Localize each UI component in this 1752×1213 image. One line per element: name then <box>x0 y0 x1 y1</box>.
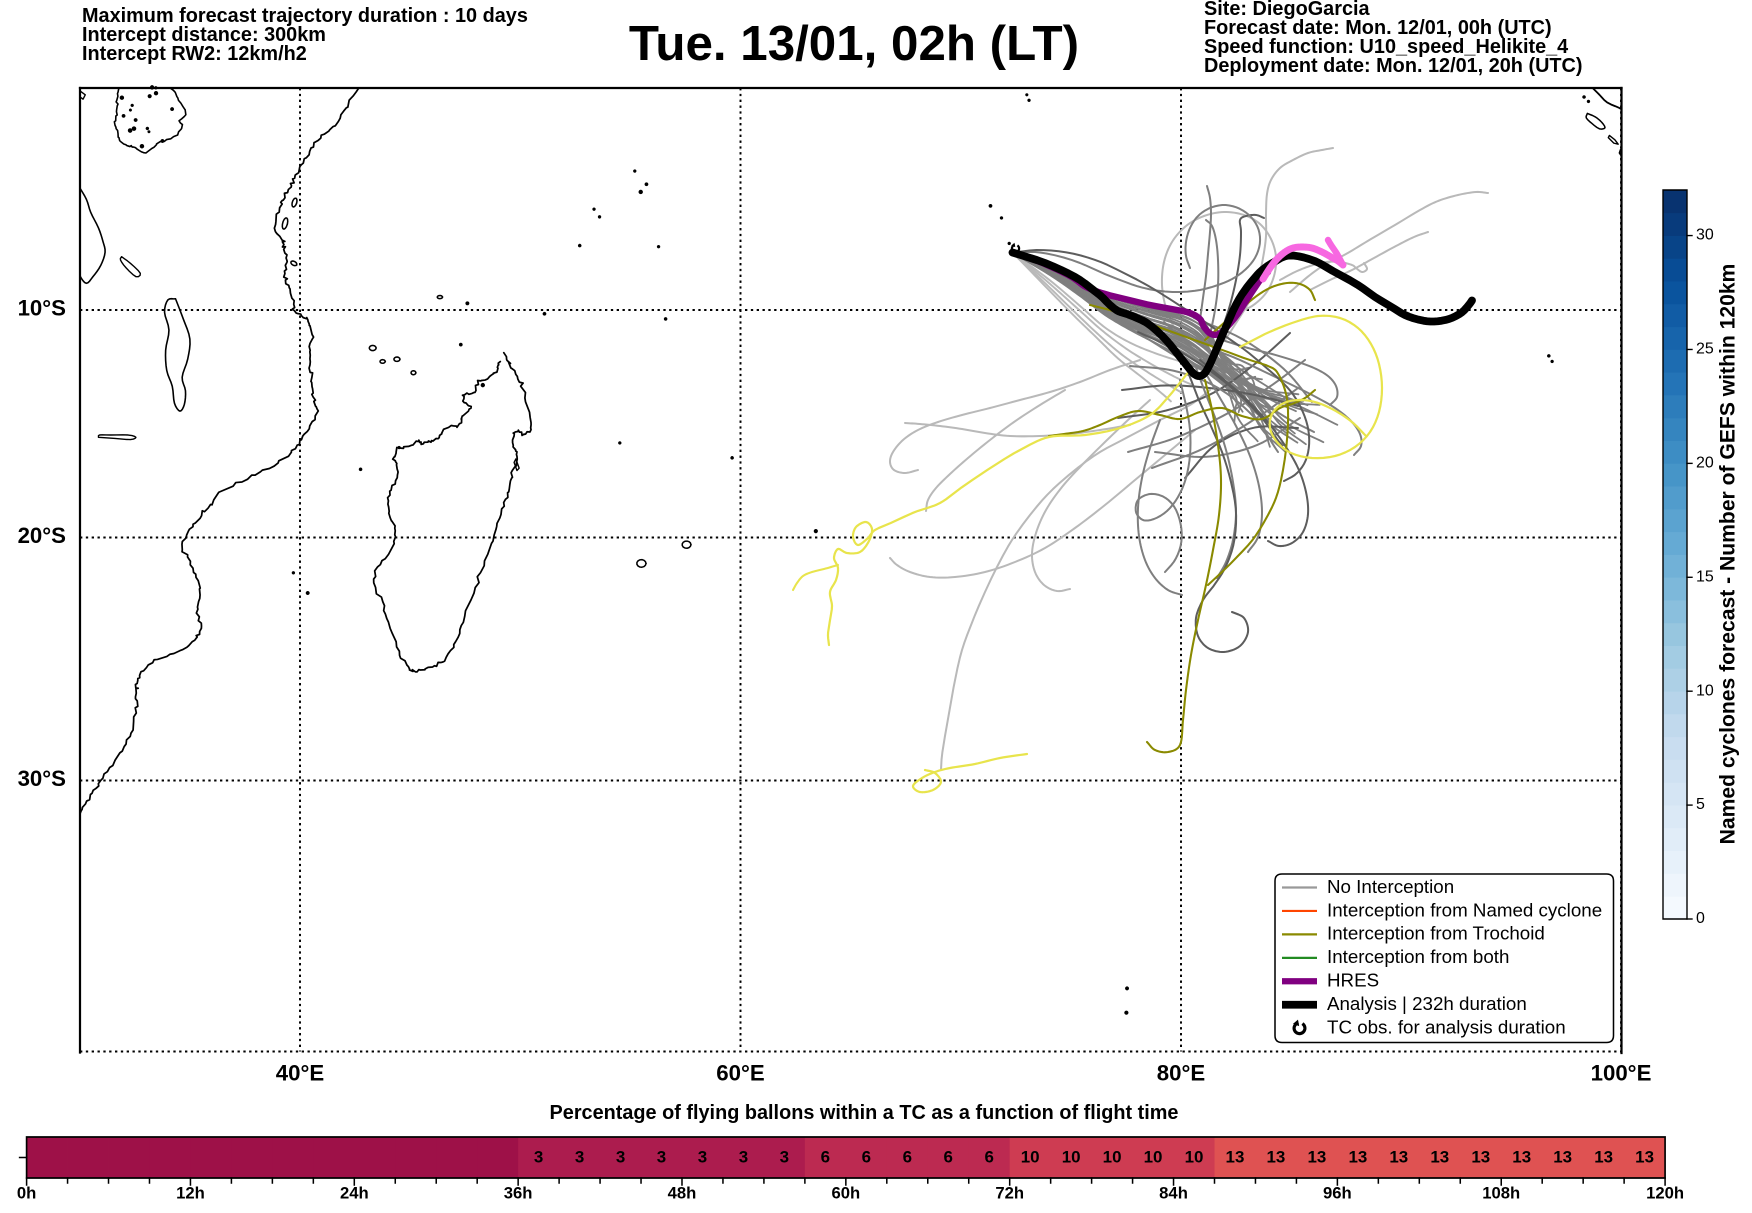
svg-text:Analysis | 232h duration: Analysis | 232h duration <box>1327 993 1527 1014</box>
svg-text:10: 10 <box>1185 1147 1204 1166</box>
svg-text:13: 13 <box>1553 1147 1572 1166</box>
svg-text:3: 3 <box>739 1147 748 1166</box>
svg-text:3: 3 <box>657 1147 666 1166</box>
svg-text:13: 13 <box>1430 1147 1449 1166</box>
svg-text:5: 5 <box>1696 796 1705 813</box>
svg-text:13: 13 <box>1635 1147 1654 1166</box>
svg-text:80°E: 80°E <box>1157 1061 1205 1086</box>
svg-text:60°E: 60°E <box>716 1061 764 1086</box>
svg-text:3: 3 <box>575 1147 584 1166</box>
svg-text:No Interception: No Interception <box>1327 876 1454 897</box>
svg-text:6: 6 <box>862 1147 871 1166</box>
svg-text:100°E: 100°E <box>1591 1061 1652 1086</box>
svg-text:Deployment date: Mon. 12/01, 2: Deployment date: Mon. 12/01, 20h (UTC) <box>1204 55 1583 77</box>
svg-text:3: 3 <box>534 1147 543 1166</box>
svg-text:Percentage of flying ballons w: Percentage of flying ballons within a TC… <box>550 1102 1179 1124</box>
svg-text:Interception from both: Interception from both <box>1327 946 1509 967</box>
svg-text:Tue. 13/01, 02h (LT): Tue. 13/01, 02h (LT) <box>629 16 1079 71</box>
svg-text:13: 13 <box>1471 1147 1490 1166</box>
svg-text:30: 30 <box>1696 227 1714 244</box>
svg-text:6: 6 <box>903 1147 912 1166</box>
svg-text:13: 13 <box>1389 1147 1408 1166</box>
svg-text:Intercept RW2: 12km/h2: Intercept RW2: 12km/h2 <box>82 43 307 65</box>
svg-text:6: 6 <box>944 1147 953 1166</box>
svg-text:10: 10 <box>1062 1147 1081 1166</box>
svg-text:25: 25 <box>1696 341 1714 358</box>
svg-text:10: 10 <box>1021 1147 1040 1166</box>
svg-text:Maximum forecast trajectory du: Maximum forecast trajectory duration : 1… <box>82 5 528 27</box>
svg-text:60h: 60h <box>831 1183 860 1202</box>
svg-text:10°S: 10°S <box>18 296 66 321</box>
svg-text:0: 0 <box>1696 910 1705 927</box>
svg-text:108h: 108h <box>1482 1183 1520 1202</box>
svg-text:3: 3 <box>780 1147 789 1166</box>
svg-text:6: 6 <box>984 1147 993 1166</box>
svg-text:15: 15 <box>1696 568 1714 585</box>
svg-text:96h: 96h <box>1323 1183 1352 1202</box>
svg-text:Intercept distance: 300km: Intercept distance: 300km <box>82 24 326 46</box>
svg-text:HRES: HRES <box>1327 970 1379 991</box>
svg-text:13: 13 <box>1348 1147 1367 1166</box>
svg-text:Forecast date: Mon. 12/01, 00h: Forecast date: Mon. 12/01, 00h (UTC) <box>1204 17 1552 39</box>
svg-text:13: 13 <box>1226 1147 1245 1166</box>
svg-text:72h: 72h <box>995 1183 1024 1202</box>
svg-text:TC obs. for analysis duration: TC obs. for analysis duration <box>1327 1017 1566 1038</box>
svg-text:13: 13 <box>1267 1147 1286 1166</box>
svg-text:20°S: 20°S <box>18 523 66 548</box>
svg-text:24h: 24h <box>340 1183 369 1202</box>
svg-text:10: 10 <box>1144 1147 1163 1166</box>
svg-text:13: 13 <box>1307 1147 1326 1166</box>
svg-text:30°S: 30°S <box>18 766 66 791</box>
svg-text:Speed function: U10_speed_Heli: Speed function: U10_speed_Helikite_4 <box>1204 36 1568 58</box>
svg-text:40°E: 40°E <box>276 1061 324 1086</box>
svg-text:84h: 84h <box>1159 1183 1188 1202</box>
svg-text:3: 3 <box>616 1147 625 1166</box>
svg-text:0h: 0h <box>17 1183 36 1202</box>
svg-text:Site: DiegoGarcia: Site: DiegoGarcia <box>1204 0 1371 20</box>
svg-text:Interception from Trochoid: Interception from Trochoid <box>1327 923 1545 944</box>
svg-text:20: 20 <box>1696 455 1714 472</box>
svg-text:13: 13 <box>1512 1147 1531 1166</box>
svg-text:6: 6 <box>821 1147 830 1166</box>
svg-text:120h: 120h <box>1646 1183 1684 1202</box>
svg-text:36h: 36h <box>504 1183 533 1202</box>
svg-text:Named cyclones forecast - Numb: Named cyclones forecast - Number of GEFS… <box>1716 264 1739 845</box>
svg-text:10: 10 <box>1696 682 1714 699</box>
svg-text:48h: 48h <box>668 1183 697 1202</box>
svg-text:12h: 12h <box>176 1183 205 1202</box>
svg-text:13: 13 <box>1594 1147 1613 1166</box>
svg-text:10: 10 <box>1103 1147 1122 1166</box>
svg-text:3: 3 <box>698 1147 707 1166</box>
svg-text:Interception from Named cyclon: Interception from Named cyclone <box>1327 899 1602 920</box>
